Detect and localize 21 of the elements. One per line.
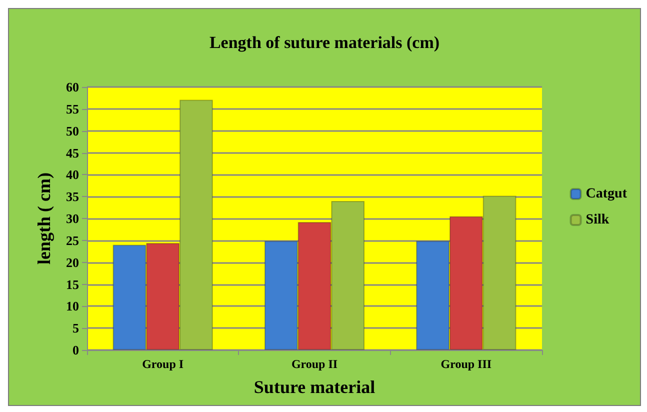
y-axis-title: length ( cm) — [34, 172, 54, 264]
x-tick-label: Group II — [291, 357, 338, 371]
x-tick-label: Group III — [440, 357, 492, 371]
y-tick-label: 30 — [66, 211, 79, 226]
y-tick-label: 10 — [66, 298, 79, 314]
y-tick-label: 60 — [66, 80, 79, 94]
y-tick-label: 35 — [66, 189, 80, 204]
y-tick-label: 50 — [66, 123, 79, 138]
x-tick-label: Group I — [142, 357, 184, 371]
y-tick-label: 5 — [72, 320, 80, 336]
y-tick-label: 40 — [66, 167, 79, 182]
legend-label: Catgut — [586, 186, 628, 202]
y-tick-label: 0 — [72, 342, 79, 358]
legend-label: Silk — [586, 212, 610, 228]
chart-title: Length of suture materials (cm) — [209, 33, 440, 52]
y-tick-label: 15 — [66, 276, 80, 292]
x-axis-title: Suture material — [254, 377, 376, 397]
y-tick-label: 20 — [66, 254, 79, 270]
y-tick-label: 25 — [66, 232, 80, 248]
y-tick-label: 45 — [66, 145, 80, 160]
y-tick-label: 55 — [66, 101, 80, 116]
